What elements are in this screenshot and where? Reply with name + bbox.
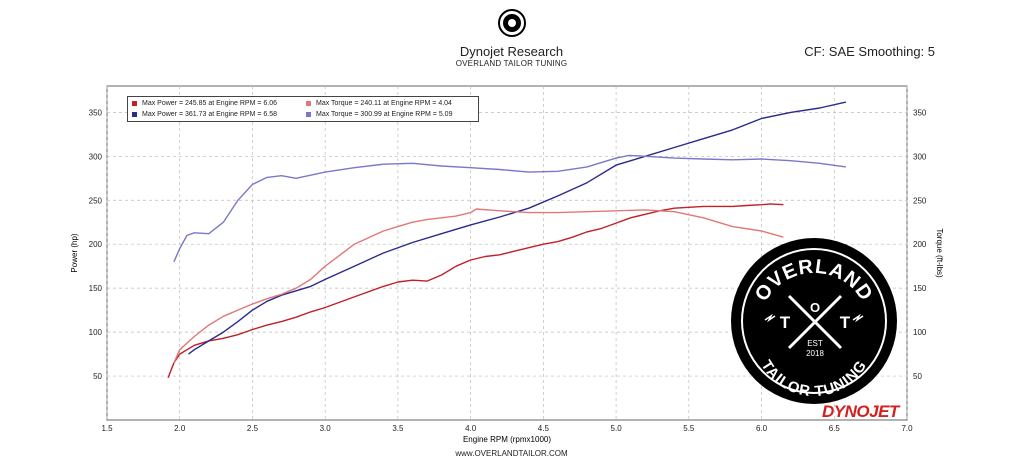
chart-title: Dynojet Research (459, 44, 564, 59)
legend-label: Max Torque = 300.99 at Engine RPM = 5.09 (316, 111, 453, 118)
legend-item: Max Power = 361.73 at Engine RPM = 6.58 (132, 109, 277, 120)
y2-tick-label: 150 (913, 284, 927, 293)
dynojet-emblem-icon (497, 8, 527, 38)
x-tick-label: 1.5 (101, 424, 113, 433)
badge-o: O (810, 300, 820, 315)
x-tick-label: 3.5 (392, 424, 404, 433)
legend-swatch (132, 100, 137, 106)
legend-row: Max Power = 245.85 at Engine RPM = 6.06 … (132, 98, 477, 109)
x-tick-label: 7.0 (901, 424, 913, 433)
y-tick-label: 100 (89, 328, 103, 337)
legend-item: Max Power = 245.85 at Engine RPM = 6.06 (132, 98, 277, 109)
x-axis-label: Engine RPM (rpmx1000) (463, 435, 551, 444)
axis-ticks: 1.5 2.0 2.5 3.0 3.5 4.0 4.5 5.0 5.5 6.0 6.5 7.0 50 50… (89, 108, 927, 433)
legend-label: Max Power = 245.85 at Engine RPM = 6.06 (142, 100, 278, 107)
series-line-power (167, 203, 784, 379)
legend-swatch (306, 111, 311, 117)
y2-tick-label: 50 (913, 372, 922, 381)
badge-est: EST (807, 339, 823, 348)
series-line-torque (173, 154, 846, 263)
legend-swatch (132, 111, 137, 117)
legend-swatch (306, 100, 311, 106)
y-tick-label: 200 (89, 240, 103, 249)
x-tick-label: 4.5 (538, 424, 550, 433)
chart-subtitle: OVERLAND TAILOR TUNING (455, 59, 568, 68)
series-line-power (188, 101, 847, 355)
y2-tick-label: 350 (913, 108, 927, 117)
correction-factor-text: CF: SAE Smoothing: 5 (804, 44, 935, 59)
dynojet-brand: DYNOJET (822, 402, 899, 421)
overland-tailor-badge: OVERLAND TAILOR TUNING O T T EST 2018 (729, 236, 899, 406)
x-tick-label: 3.0 (320, 424, 332, 433)
y-tick-label: 300 (89, 152, 103, 161)
x-tick-label: 6.0 (756, 424, 768, 433)
x-tick-label: 4.0 (465, 424, 477, 433)
y2-tick-label: 100 (913, 328, 927, 337)
y-tick-label: 150 (89, 284, 103, 293)
legend-row: Max Power = 361.73 at Engine RPM = 6.58 … (132, 109, 477, 120)
series-line-torque (173, 208, 784, 364)
x-tick-label: 2.5 (247, 424, 259, 433)
badge-year: 2018 (806, 349, 824, 358)
legend-label: Max Power = 361.73 at Engine RPM = 6.58 (142, 111, 278, 118)
y2-tick-label: 200 (913, 240, 927, 249)
y2-tick-label: 250 (913, 196, 927, 205)
y-tick-label: 350 (89, 108, 103, 117)
y2-tick-label: 300 (913, 152, 927, 161)
x-tick-label: 5.5 (683, 424, 695, 433)
series-group (167, 101, 847, 379)
y2-axis-label: Torque (ft-lbs) (935, 228, 944, 278)
badge-t-right: T (840, 313, 851, 332)
legend: Max Power = 245.85 at Engine RPM = 6.06 … (127, 96, 479, 122)
y-tick-label: 50 (93, 372, 102, 381)
y-tick-label: 250 (89, 196, 103, 205)
x-tick-label: 2.0 (174, 424, 186, 433)
footer-url: www.OVERLANDTAILOR.COM (455, 449, 568, 458)
x-tick-label: 5.0 (611, 424, 623, 433)
y-axis-label: Power (hp) (70, 233, 79, 272)
legend-item: Max Torque = 240.11 at Engine RPM = 4.04 (306, 98, 452, 109)
legend-item: Max Torque = 300.99 at Engine RPM = 5.09 (306, 109, 452, 120)
legend-label: Max Torque = 240.11 at Engine RPM = 4.04 (316, 100, 452, 107)
x-tick-label: 6.5 (829, 424, 841, 433)
badge-t-left: T (780, 313, 791, 332)
